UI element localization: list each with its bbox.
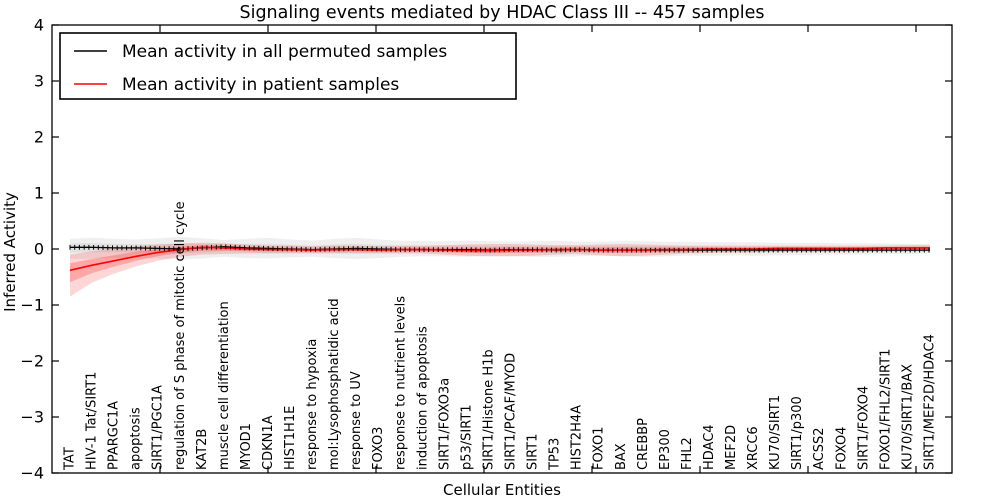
- x-tick-label: SIRT1/p300: [790, 396, 805, 470]
- x-tick-label: response to nutrient levels: [393, 296, 408, 470]
- x-tick-label: p53/SIRT1: [459, 404, 474, 470]
- x-tick-label: ACSS2: [812, 427, 827, 470]
- y-tick-label: 0: [34, 240, 44, 259]
- y-tick-label: −2: [20, 352, 44, 371]
- x-tick-label: TP53: [548, 438, 563, 471]
- x-tick-label: EP300: [658, 429, 673, 470]
- x-tick-label: mol:Lysophosphatidic acid: [327, 298, 342, 470]
- x-tick-label: HDAC4: [702, 424, 717, 470]
- x-tick-label: TAT: [63, 447, 78, 471]
- x-tick-label: FOXO1: [592, 427, 607, 470]
- plot-area: −4 −3 −2 −1 0 1 2 3 4 TAT HIV-1 Tat/SIRT1 PPARGC1A a…: [20, 16, 953, 483]
- x-tick-label: CDKN1A: [261, 415, 276, 470]
- x-axis-title: Cellular Entities: [443, 481, 561, 499]
- y-tick-label: −3: [20, 408, 44, 427]
- x-tick-label: BAX: [614, 443, 629, 470]
- x-tick-label: CREBBP: [636, 418, 651, 470]
- legend-label-patient: Mean activity in patient samples: [122, 75, 399, 95]
- x-tick-label: regulation of S phase of mitotic cell cy…: [173, 201, 188, 470]
- y-axis-title: Inferred Activity: [1, 192, 19, 312]
- x-tick-label: HIV-1 Tat/SIRT1: [85, 372, 100, 470]
- legend-label-permuted: Mean activity in all permuted samples: [122, 42, 447, 62]
- x-tick-label: MEF2D: [724, 425, 739, 470]
- x-tick-label: SIRT1/PCAF/MYOD: [504, 353, 519, 470]
- x-tick-label: FOXO1/FHL2/SIRT1: [878, 349, 893, 470]
- x-tick-label: response to UV: [349, 371, 364, 470]
- x-tick-label: SIRT1/Histone H1b: [481, 349, 496, 470]
- y-tick-label: 4: [34, 16, 44, 35]
- x-tick-label: SIRT1/FOXO4: [856, 386, 871, 470]
- y-tick-label: 1: [34, 184, 44, 203]
- x-tick-label: induction of apoptosis: [415, 326, 430, 470]
- x-tick-label: KU70/SIRT1: [768, 395, 783, 470]
- x-tick-label: MYOD1: [239, 423, 254, 470]
- y-tick-label: −4: [20, 464, 44, 483]
- x-tick-label: SIRT1/MEF2D/HDAC4: [923, 334, 938, 470]
- y-tick-label: 3: [34, 72, 44, 91]
- sample-tick-markers: [69, 244, 930, 253]
- legend-box: [59, 32, 517, 100]
- chart-title: Signaling events mediated by HDAC Class …: [239, 3, 764, 23]
- x-tick-label: SIRT1: [526, 434, 541, 470]
- x-tick-label: SIRT1/FOXO3a: [437, 378, 452, 470]
- x-tick-label: FOXO3: [371, 427, 386, 470]
- y-tick-label: 2: [34, 128, 44, 147]
- legend: Mean activity in all permuted samples Me…: [59, 32, 517, 100]
- x-tick-label: XRCC6: [746, 426, 761, 470]
- x-tick-label: KU70/SIRT1/BAX: [900, 364, 915, 470]
- y-tick-label: −1: [20, 296, 44, 315]
- x-tick-label: muscle cell differentiation: [217, 301, 232, 470]
- x-tick-label: FHL2: [680, 437, 695, 470]
- x-tick-label: SIRT1/PGC1A: [151, 385, 166, 470]
- x-tick-label: KAT2B: [195, 429, 210, 470]
- x-tick-label: response to hypoxia: [305, 339, 320, 470]
- x-tick-label: PPARGC1A: [107, 401, 122, 470]
- x-tick-label: FOXO4: [834, 427, 849, 470]
- x-tick-label: apoptosis: [129, 407, 144, 470]
- x-tick-label: HIST1H1E: [283, 406, 298, 470]
- x-tick-label: HIST2H4A: [570, 405, 585, 470]
